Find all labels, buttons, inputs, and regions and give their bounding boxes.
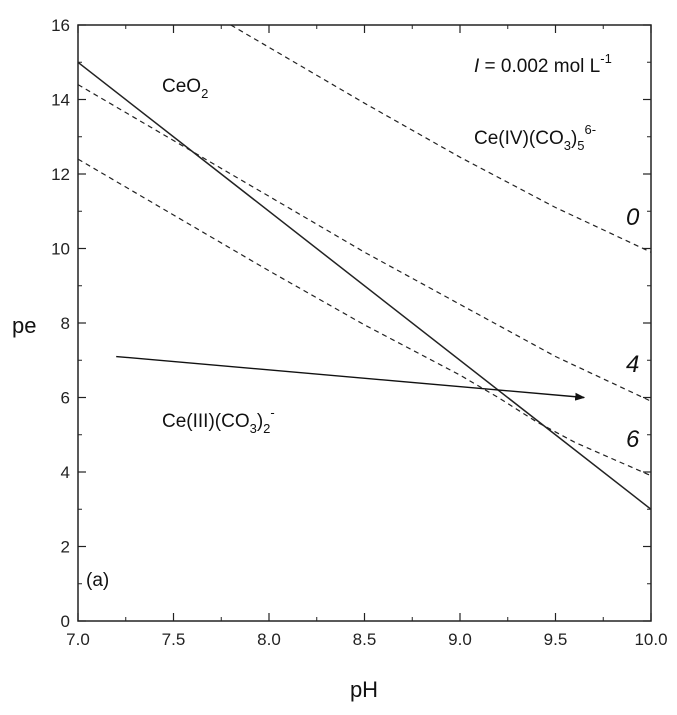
x-tick-label: 8.5 bbox=[353, 630, 377, 649]
curve-label-0: 0 bbox=[626, 204, 640, 231]
y-tick-label: 16 bbox=[51, 16, 70, 35]
y-tick-label: 12 bbox=[51, 165, 70, 184]
trend-arrow bbox=[116, 355, 586, 401]
y-tick-label: 4 bbox=[61, 463, 70, 482]
panel-label: (a) bbox=[86, 570, 109, 591]
series-line-6 bbox=[78, 158, 651, 477]
series-layer bbox=[78, 25, 651, 510]
region-label-ce4: Ce(IV)(CO3)56- bbox=[474, 122, 596, 153]
x-tick-label: 10.0 bbox=[634, 630, 667, 649]
axis-ticks bbox=[77, 24, 652, 622]
y-tick-label: 2 bbox=[61, 538, 70, 557]
x-tick-label: 9.0 bbox=[448, 630, 472, 649]
plot-frame bbox=[77, 24, 652, 622]
y-axis-title: pe bbox=[12, 313, 36, 338]
x-tick-label: 9.5 bbox=[544, 630, 568, 649]
y-tick-label: 0 bbox=[61, 612, 70, 631]
region-label-ce3: Ce(III)(CO3)2- bbox=[162, 405, 275, 436]
region-label-ceo2: CeO2 bbox=[162, 76, 208, 101]
series-line-ceo2-boundary bbox=[78, 61, 651, 510]
x-tick-label: 7.5 bbox=[162, 630, 186, 649]
x-tick-label: 7.0 bbox=[66, 630, 90, 649]
y-tick-label: 10 bbox=[51, 240, 70, 259]
axis-tick-labels: 7.0 7.5 8.0 8.5 9.0 9.5 10.0 0 2 4 6 8 10 12 14 16 bbox=[51, 16, 667, 649]
x-tick-label: 8.0 bbox=[257, 630, 281, 649]
curve-label-4: 4 bbox=[626, 351, 639, 378]
x-axis-title: pH bbox=[350, 677, 378, 702]
ionic-strength-label: I = 0.002 mol L-1 bbox=[474, 51, 612, 77]
y-tick-label: 6 bbox=[61, 389, 70, 408]
y-tick-label: 14 bbox=[51, 91, 70, 110]
curve-label-6: 6 bbox=[626, 426, 640, 453]
series-line-0 bbox=[230, 25, 651, 253]
series-line-4 bbox=[78, 84, 651, 402]
y-tick-label: 8 bbox=[61, 314, 70, 333]
